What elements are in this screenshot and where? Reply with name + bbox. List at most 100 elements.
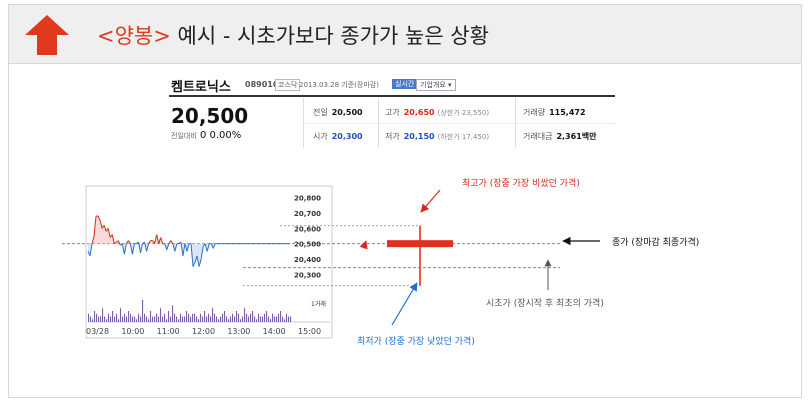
y-tick-label: 20,500 [294,241,321,249]
price-area-segment [102,225,105,244]
price-line-segment [97,215,101,221]
volume-bar [286,313,288,322]
volume-bar [176,316,178,322]
volume-bar [172,305,174,322]
price-line-segment [182,243,186,257]
y-tick-label: 20,700 [294,210,321,218]
high-annotation: 최고가 (장중 가장 비쌌던 가격) [462,179,580,189]
volume-bar [186,311,188,322]
volume-bar [238,313,240,322]
price-line-segment [113,241,117,245]
volume-bar [210,316,212,322]
chart-border [85,185,333,339]
volume-bar [162,316,164,322]
live-button[interactable]: 실시간 [392,79,418,89]
volume-bar [104,316,106,322]
volume-bar [132,316,134,322]
volume-bar [146,316,148,322]
volume-bar [170,316,172,322]
price-area-segment [110,234,113,244]
volume-bar [160,308,162,322]
price-line-segment [146,243,150,252]
volume-bar [134,316,136,322]
price-line-segment [156,234,160,244]
volume-bar [194,313,196,322]
price-area-segment [88,243,91,256]
volume-bar [112,311,114,322]
change-value: 0 [199,130,207,141]
volume-bar [224,311,226,322]
volume-bar [180,313,182,322]
price-line-segment [91,235,95,244]
volume-value: 115,472 [549,108,586,117]
price-line-segment [194,255,198,263]
volume-bar [270,319,272,322]
volume-bar [98,316,100,322]
volume-bar [268,316,270,322]
volume-bar [252,311,254,322]
volume-bar [116,313,118,322]
volume-bar [204,311,206,322]
price-line-segment [204,243,208,252]
mini-up-arrow [359,240,368,250]
price-line-segment [140,243,144,253]
price-line-segment [164,243,168,250]
price-line-segment [121,243,125,255]
price-line-segment [131,243,135,255]
volume-bar [228,319,230,322]
price-line-segment [200,246,204,260]
price-area-segment [96,216,99,244]
volume-bar [92,319,94,322]
price-line-segment [107,228,111,238]
volume-bar [130,313,132,322]
price-line-segment [129,243,133,255]
volume-bar [284,319,286,322]
volume-bar [164,313,166,322]
price-area-segment [106,228,109,244]
volume-bar [156,313,158,322]
volume-bar [290,316,292,322]
open-annotation: 시초가 (장시작 후 최초의 가격) [486,299,604,309]
amount-value: 2,361백만 [556,132,597,141]
price-line-segment [99,220,103,229]
price-line-segment [125,240,129,244]
volume-bar [246,313,248,322]
volume-bar [276,316,278,322]
volume-bar [260,316,262,322]
volume-bar [234,316,236,322]
price-line-segment [198,258,202,267]
volume-bar [280,311,282,322]
price-line-segment [184,243,188,252]
volume-bar [282,316,284,322]
high-value: 20,650 [403,108,435,117]
volume-bar [264,313,266,322]
volume-bar [250,313,252,322]
volume-bar [262,316,264,322]
volume-bar [114,316,116,322]
price-line-segment [154,234,158,244]
x-tick-label: 10:00 [121,327,144,336]
volume-bar [136,319,138,322]
panel-divider [169,95,615,97]
company-info-button[interactable]: 기업개요 ▾ [416,79,456,91]
y-tick-label: 20,400 [294,256,321,264]
price-area-segment [197,243,200,267]
high-cell: 고가 20,650 (상한가 23,550) [385,107,489,118]
volume-bar [88,313,90,322]
volume-bar [154,316,156,322]
slide-frame: <양봉> 예시 - 시초가보다 종가가 높은 상황 [8,4,802,398]
x-tick-label: 13:00 [227,327,250,336]
volume-bar [278,313,280,322]
x-tick-label: 15:00 [298,327,321,336]
volume-bar [196,316,198,322]
volume-bar [148,319,150,322]
volume-bar [192,313,194,322]
price-line-segment [94,216,97,226]
stock-info-panel: 켐트로닉스 089010 코스닥 2013.03.28 기준(장마감) 실시간 … [163,74,619,150]
volume-bar [110,316,112,322]
high-label: 고가 [385,108,400,117]
volume-bar [158,316,160,322]
y-tick-label: 20,800 [294,195,321,203]
slide-title: <양봉> 예시 - 시초가보다 종가가 높은 상황 [97,20,489,50]
price-area-segment [193,243,196,267]
